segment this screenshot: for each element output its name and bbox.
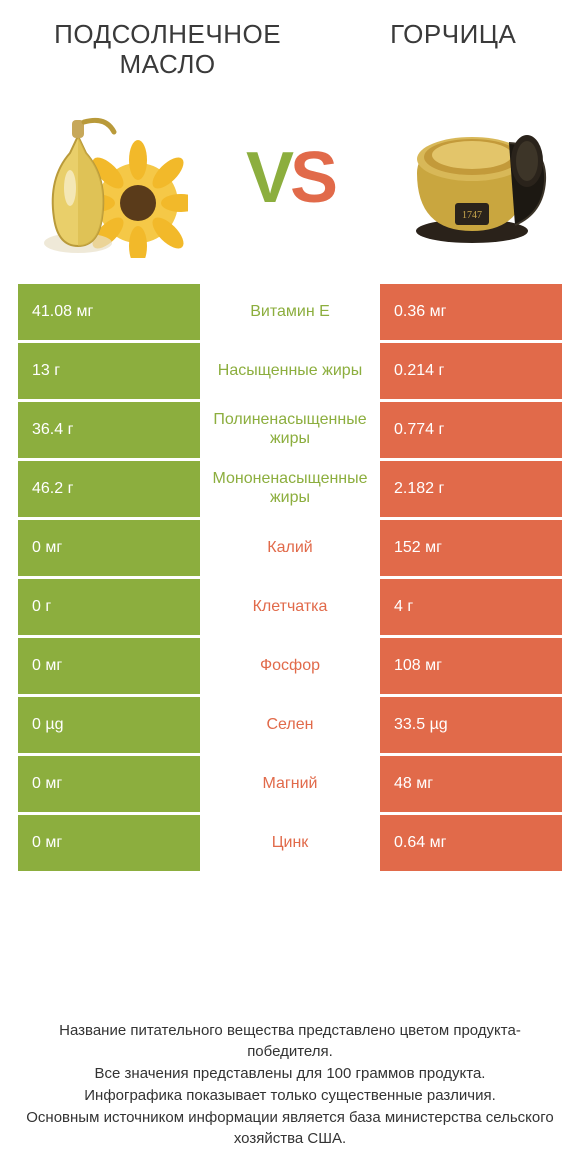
nutrient-label: Магний (200, 756, 380, 812)
table-row: 0 мгЦинк0.64 мг (18, 815, 562, 871)
title-left: Подсолнечное масло (18, 20, 317, 80)
table-row: 0 мгМагний48 мг (18, 756, 562, 812)
left-value: 0 мг (18, 638, 200, 694)
table-row: 41.08 мгВитамин E0.36 мг (18, 284, 562, 340)
left-value: 0 µg (18, 697, 200, 753)
table-row: 13 гНасыщенные жиры0.214 г (18, 343, 562, 399)
footer-line: Все значения представлены для 100 граммо… (24, 1063, 556, 1085)
vs-label: VS (246, 142, 334, 214)
right-value: 48 мг (380, 756, 562, 812)
nutrient-label: Селен (200, 697, 380, 753)
table-row: 0 мгКалий152 мг (18, 520, 562, 576)
table-row: 0 µgСелен33.5 µg (18, 697, 562, 753)
right-value: 33.5 µg (380, 697, 562, 753)
left-value: 0 мг (18, 520, 200, 576)
nutrient-label: Витамин E (200, 284, 380, 340)
title-right: Горчица (344, 20, 562, 50)
table-row: 0 гКлетчатка4 г (18, 579, 562, 635)
right-value: 0.36 мг (380, 284, 562, 340)
table-row: 46.2 гМононенасыщенные жиры2.182 г (18, 461, 562, 517)
right-value: 0.774 г (380, 402, 562, 458)
footer-line: Основным источником информации является … (24, 1107, 556, 1151)
vs-s: S (290, 138, 334, 218)
comparison-table: 41.08 мгВитамин E0.36 мг13 гНасыщенные ж… (18, 284, 562, 871)
infographic: Подсолнечное масло Горчица (0, 0, 580, 1174)
nutrient-label: Клетчатка (200, 579, 380, 635)
footer-notes: Название питательного вещества представл… (18, 992, 562, 1165)
nutrient-label: Цинк (200, 815, 380, 871)
table-row: 0 мгФосфор108 мг (18, 638, 562, 694)
nutrient-label: Полиненасыщенные жиры (200, 402, 380, 458)
nutrient-label: Фосфор (200, 638, 380, 694)
mustard-jar-icon: 1747 (392, 98, 552, 258)
right-value: 4 г (380, 579, 562, 635)
nutrient-label: Насыщенные жиры (200, 343, 380, 399)
titles-row: Подсолнечное масло Горчица (18, 20, 562, 80)
left-value: 46.2 г (18, 461, 200, 517)
left-value: 13 г (18, 343, 200, 399)
nutrient-label: Калий (200, 520, 380, 576)
table-row: 36.4 гПолиненасыщенные жиры0.774 г (18, 402, 562, 458)
left-value: 36.4 г (18, 402, 200, 458)
left-value: 0 г (18, 579, 200, 635)
footer-line: Название питательного вещества представл… (24, 1020, 556, 1064)
sunflower-oil-icon (28, 98, 188, 258)
left-value: 0 мг (18, 815, 200, 871)
left-value: 41.08 мг (18, 284, 200, 340)
right-value: 0.214 г (380, 343, 562, 399)
vs-v: V (246, 138, 290, 218)
left-value: 0 мг (18, 756, 200, 812)
right-value: 0.64 мг (380, 815, 562, 871)
right-value: 2.182 г (380, 461, 562, 517)
svg-text:1747: 1747 (462, 210, 482, 221)
nutrient-label: Мононенасыщенные жиры (200, 461, 380, 517)
footer-line: Инфографика показывает только существенн… (24, 1085, 556, 1107)
right-value: 108 мг (380, 638, 562, 694)
hero-row: VS 1747 (18, 98, 562, 258)
right-value: 152 мг (380, 520, 562, 576)
